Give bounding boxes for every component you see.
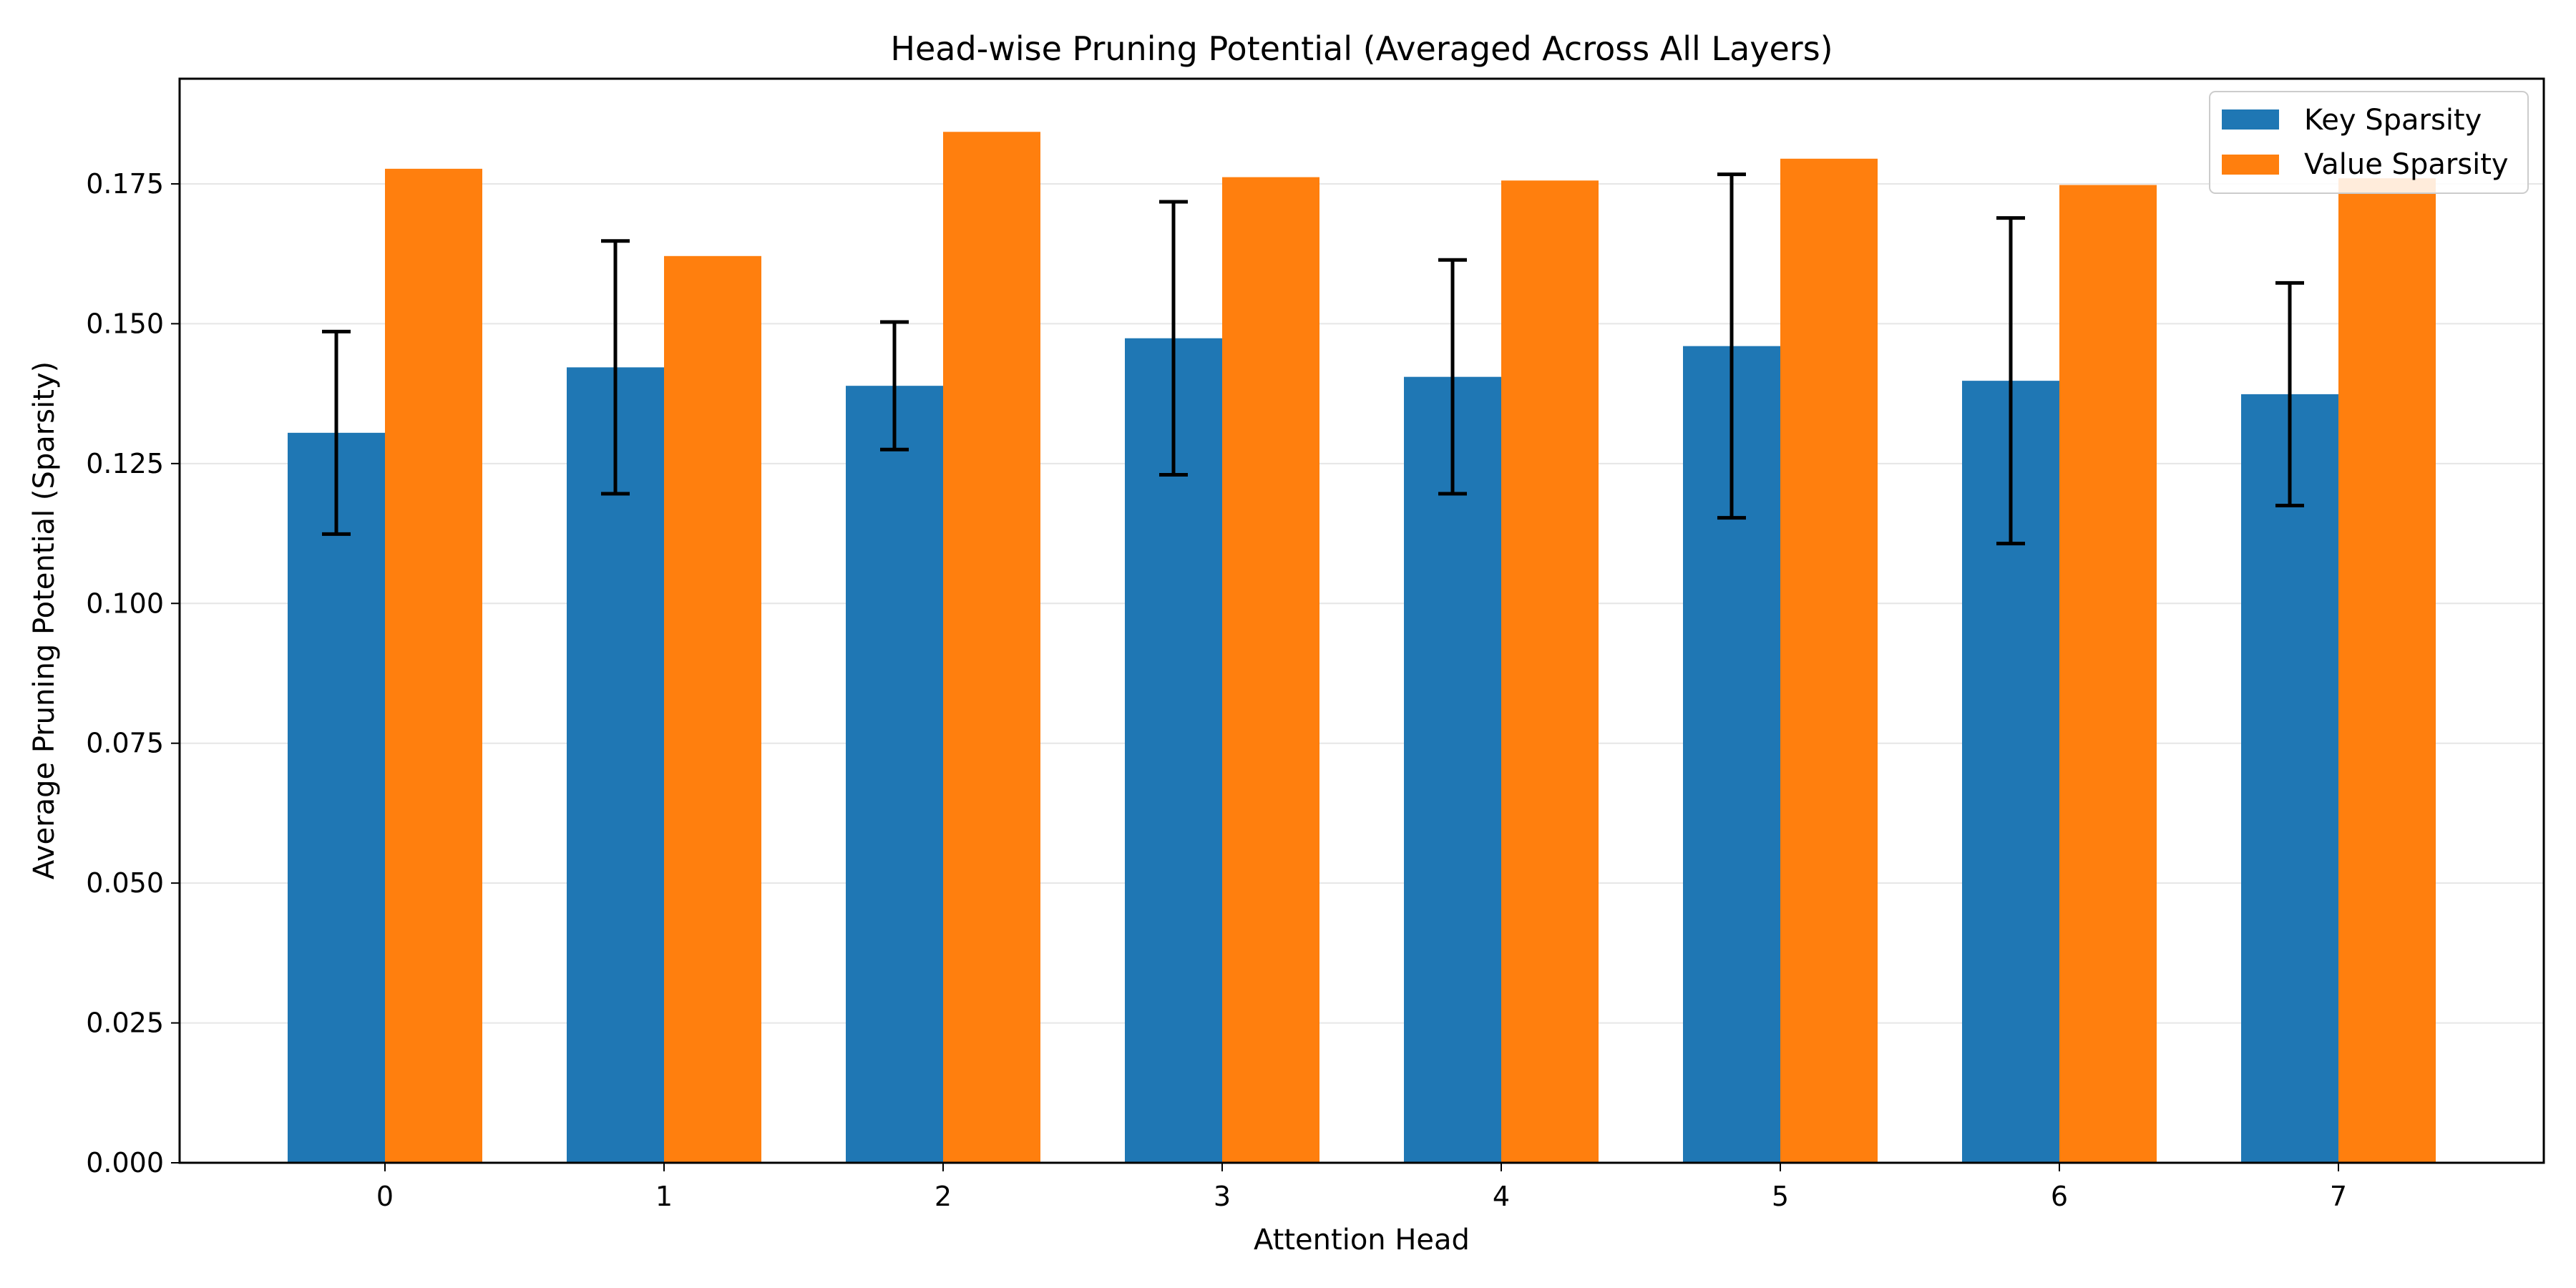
legend-box (2209, 91, 2529, 194)
x-tick-label: 6 (2051, 1181, 2068, 1212)
bar-key-sparsity-head-4 (1404, 376, 1501, 1163)
y-tick-label: 0.000 (86, 1147, 164, 1179)
legend-label-value-sparsity: Value Sparsity (2304, 148, 2509, 181)
x-tick-label: 3 (1214, 1181, 1231, 1212)
legend: Key Sparsity Value Sparsity (2209, 91, 2529, 194)
y-axis-label: Average Pruning Potential (Sparsity) (28, 361, 61, 879)
x-tick-label: 1 (655, 1181, 673, 1212)
y-tick-label: 0.025 (86, 1008, 164, 1039)
bar-key-sparsity-head-2 (846, 386, 943, 1163)
x-tick-label: 4 (1493, 1181, 1510, 1212)
x-tick-label: 0 (376, 1181, 394, 1212)
chart-title: Head-wise Pruning Potential (Averaged Ac… (890, 29, 1833, 68)
bar-value-sparsity-head-3 (1222, 177, 1319, 1163)
y-axis: 0.000 0.025 0.050 0.075 0.100 0.125 0.150 0.175 (86, 168, 180, 1179)
legend-swatch-value-sparsity (2222, 155, 2279, 175)
x-axis: 0 1 2 3 4 5 6 7 (376, 1163, 2347, 1212)
bar-series (288, 132, 2436, 1163)
legend-swatch-key-sparsity (2222, 109, 2279, 130)
y-tick-label: 0.050 (86, 867, 164, 899)
x-tick-label: 5 (1772, 1181, 1789, 1212)
x-tick-label: 2 (935, 1181, 952, 1212)
y-tick-label: 0.075 (86, 728, 164, 759)
bar-value-sparsity-head-0 (385, 168, 482, 1163)
bar-value-sparsity-head-4 (1501, 180, 1599, 1163)
y-tick-label: 0.175 (86, 168, 164, 200)
bar-value-sparsity-head-6 (2059, 185, 2157, 1163)
bar-value-sparsity-head-5 (1780, 158, 1878, 1163)
plot-area-frame (178, 77, 2545, 1164)
y-tick-label: 0.150 (86, 308, 164, 339)
legend-label-key-sparsity: Key Sparsity (2304, 104, 2482, 137)
bar-key-sparsity-head-1 (567, 367, 664, 1163)
x-tick-label: 7 (2330, 1181, 2347, 1212)
bar-value-sparsity-head-2 (943, 132, 1040, 1163)
y-tick-label: 0.125 (86, 448, 164, 479)
bar-key-sparsity-head-0 (288, 432, 385, 1163)
y-tick-label: 0.100 (86, 587, 164, 619)
bar-key-sparsity-head-7 (2241, 394, 2338, 1163)
error-bars (322, 172, 2304, 546)
bar-value-sparsity-head-1 (664, 255, 761, 1163)
x-axis-label: Attention Head (1254, 1224, 1470, 1257)
bar-value-sparsity-head-7 (2338, 178, 2436, 1163)
